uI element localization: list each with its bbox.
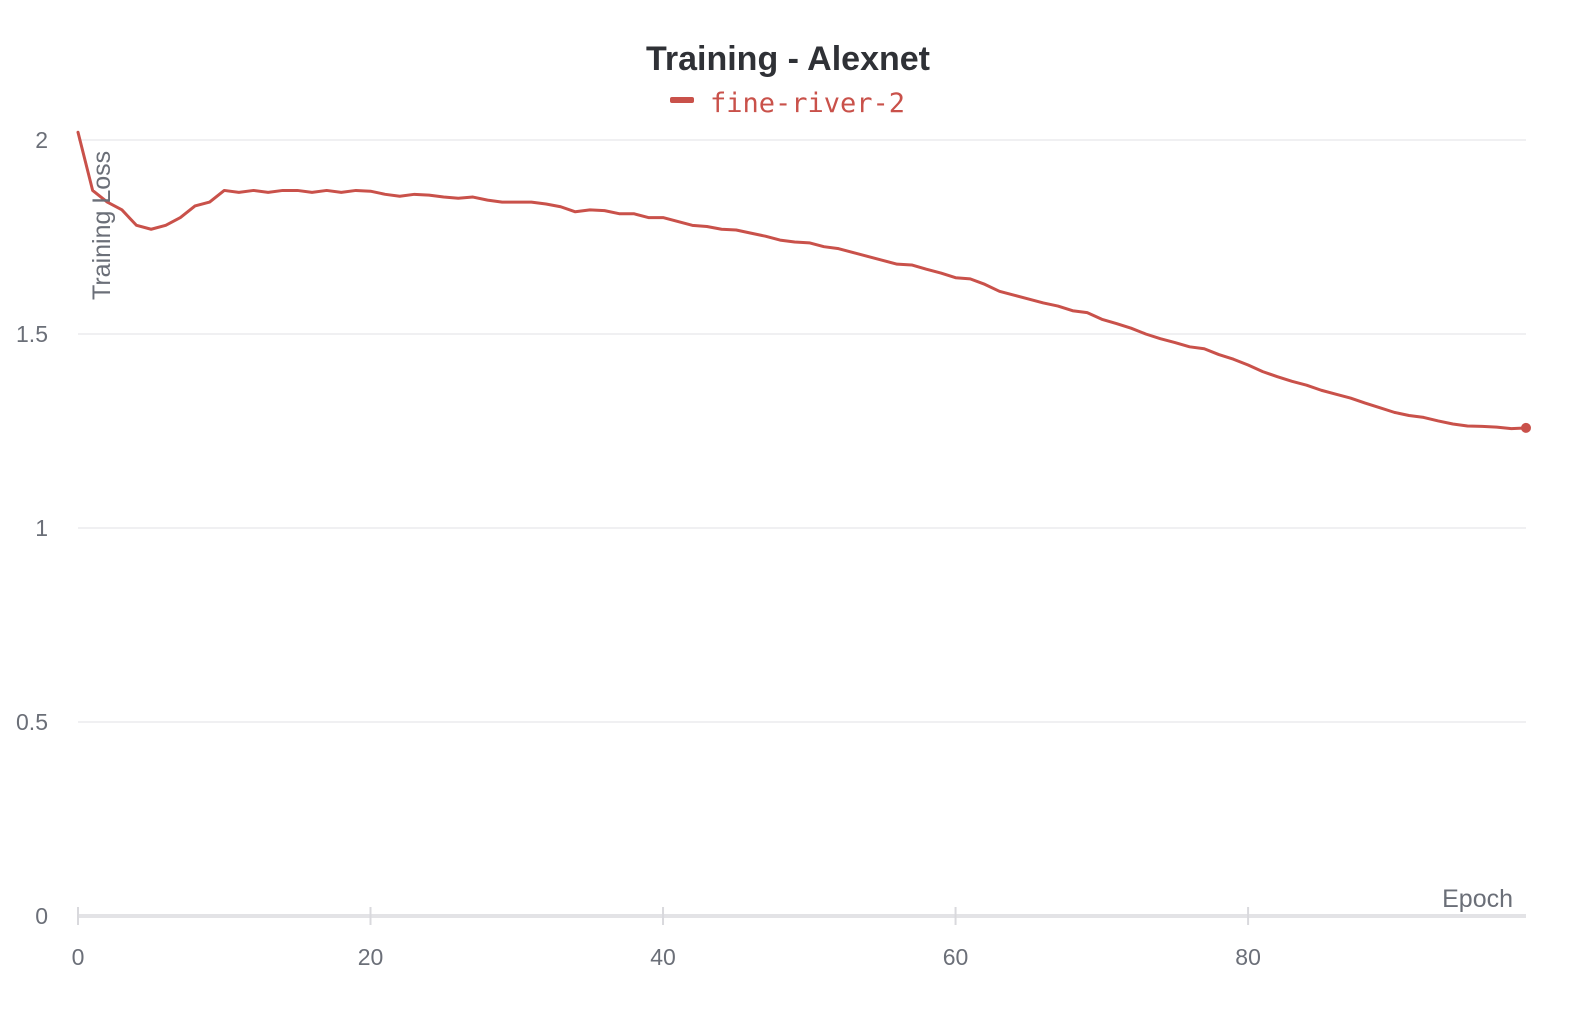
series-end-point[interactable] [1521, 422, 1531, 433]
y-tick-label: 0 [35, 903, 48, 929]
y-tick-label: 1.5 [16, 321, 48, 347]
x-tick-label: 40 [650, 944, 676, 970]
x-tick-label: 0 [72, 944, 85, 970]
chart-title: Training - Alexnet [646, 40, 930, 78]
legend-label: fine-river-2 [710, 88, 905, 119]
y-tick-label: 1 [35, 515, 48, 541]
legend-swatch [670, 97, 694, 103]
x-tick-label: 20 [358, 944, 384, 970]
legend[interactable]: fine-river-2 [670, 88, 905, 119]
gridlines [78, 139, 1526, 723]
series-layer [76, 130, 1531, 433]
x-tick-label: 80 [1235, 944, 1261, 970]
x-tick-label: 60 [943, 944, 969, 970]
y-tick-label: 0.5 [16, 709, 48, 735]
y-tick-label: 2 [35, 127, 48, 153]
y-axis-label: Training Loss [88, 151, 116, 300]
y-axis-tick-labels: 0 0.5 1 1.5 2 [16, 127, 48, 929]
x-axis-label: Epoch [1442, 885, 1513, 913]
series-line[interactable] [76, 130, 1528, 431]
x-axis: 0 20 40 60 80 [72, 907, 1526, 970]
